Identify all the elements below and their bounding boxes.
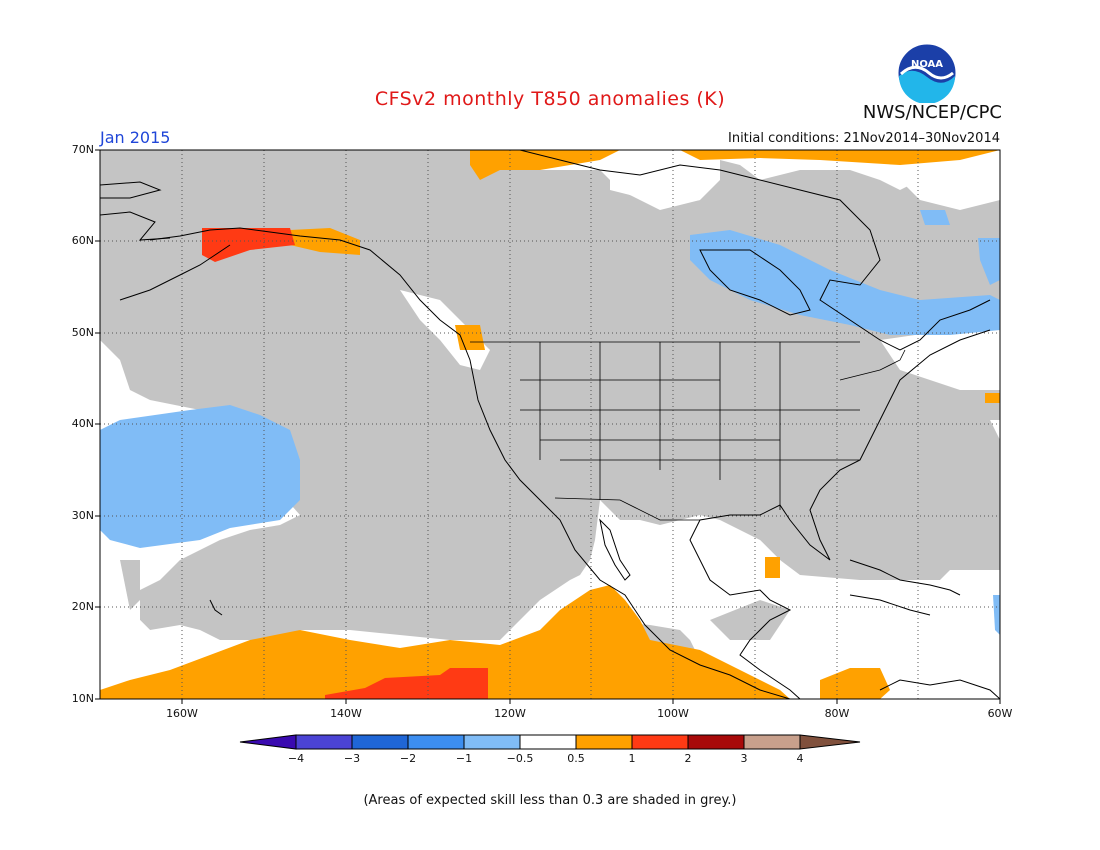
lat-label: 10N <box>71 692 94 705</box>
lat-label: 50N <box>71 326 94 339</box>
colorbar-swatch-2 <box>351 734 409 750</box>
colorbar-label: 1 <box>628 752 636 765</box>
lat-label: 60N <box>71 234 94 247</box>
coastlines <box>100 150 1000 699</box>
lon-label: 140W <box>330 707 362 720</box>
footnote: (Areas of expected skill less than 0.3 a… <box>363 793 737 808</box>
initial-conditions: Initial conditions: 21Nov2014–30Nov2014 <box>728 131 1000 146</box>
lon-label: 60W <box>987 707 1013 720</box>
colorbar-label: 4 <box>796 752 804 765</box>
colorbar-swatch-6 <box>575 734 633 750</box>
colorbar-label: 3 <box>740 752 748 765</box>
colorbar-swatch-8 <box>687 734 745 750</box>
colorbar-swatch-9 <box>743 734 801 750</box>
strong-positive-anomaly-regions <box>202 228 488 699</box>
lat-label: 70N <box>71 143 94 156</box>
colorbar-swatch-10 <box>799 734 861 750</box>
axis-ticks <box>95 149 1001 704</box>
colorbar-label: −2 <box>399 752 417 765</box>
lat-label: 20N <box>71 600 94 613</box>
colorbar-swatch-3 <box>407 734 465 750</box>
logo-text: NOAA <box>911 59 943 70</box>
lon-label: 160W <box>166 707 198 720</box>
colorbar-label: −4 <box>287 752 305 765</box>
colorbar-label: −0.5 <box>506 752 534 765</box>
colorbar-label: 0.5 <box>567 752 585 765</box>
colorbar <box>239 734 861 750</box>
colorbar-label: −1 <box>455 752 473 765</box>
forecast-month: Jan 2015 <box>100 128 171 147</box>
colorbar-swatch-1 <box>295 734 353 750</box>
noaa-logo: NOAA <box>897 43 957 103</box>
lat-label: 40N <box>71 417 94 430</box>
political-borders <box>470 341 906 521</box>
agency-label: NWS/NCEP/CPC <box>862 102 1002 123</box>
map-title: CFSv2 monthly T850 anomalies (K) <box>374 88 726 110</box>
colorbar-swatch-5 <box>519 734 577 750</box>
colorbar-swatch-4 <box>463 734 521 750</box>
colorbar-swatch-0 <box>239 734 297 750</box>
lon-label: 100W <box>657 707 689 720</box>
colorbar-label: −3 <box>343 752 361 765</box>
positive-anomaly-regions <box>100 150 1000 699</box>
lon-label: 120W <box>494 707 526 720</box>
near-normal-regions <box>100 160 1000 660</box>
lat-label: 30N <box>71 509 94 522</box>
lon-label: 80W <box>824 707 850 720</box>
colorbar-label: 2 <box>684 752 692 765</box>
colorbar-swatch-7 <box>631 734 689 750</box>
